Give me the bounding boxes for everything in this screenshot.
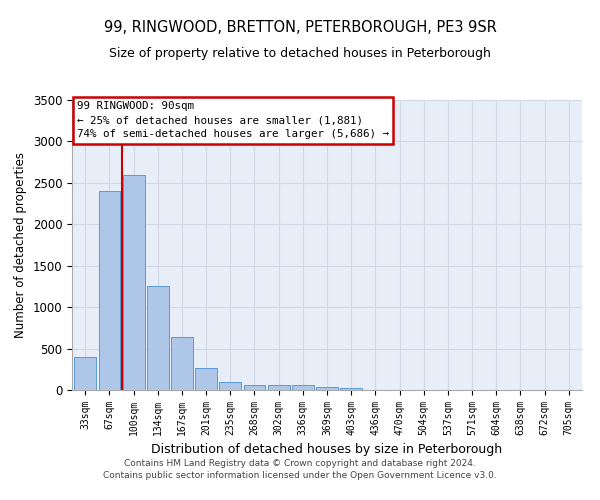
Text: 99, RINGWOOD, BRETTON, PETERBOROUGH, PE3 9SR: 99, RINGWOOD, BRETTON, PETERBOROUGH, PE3… (104, 20, 496, 35)
Y-axis label: Number of detached properties: Number of detached properties (14, 152, 27, 338)
Bar (195, 368, 217, 390)
Text: Contains HM Land Registry data © Crown copyright and database right 2024.
Contai: Contains HM Land Registry data © Crown c… (103, 458, 497, 480)
Bar (123, 174, 145, 390)
Text: 99 RINGWOOD: 90sqm
← 25% of detached houses are smaller (1,881)
74% of semi-deta: 99 RINGWOOD: 90sqm ← 25% of detached hou… (77, 102, 389, 140)
Bar (171, 337, 193, 390)
Bar (340, 388, 362, 390)
Bar (292, 386, 314, 390)
Bar (268, 385, 290, 390)
Bar (316, 387, 338, 390)
Bar (98, 191, 121, 390)
Text: Size of property relative to detached houses in Peterborough: Size of property relative to detached ho… (109, 48, 491, 60)
Bar (220, 382, 241, 390)
Bar (147, 286, 169, 390)
X-axis label: Distribution of detached houses by size in Peterborough: Distribution of detached houses by size … (151, 444, 503, 456)
Bar (74, 357, 96, 390)
Bar (244, 385, 265, 390)
